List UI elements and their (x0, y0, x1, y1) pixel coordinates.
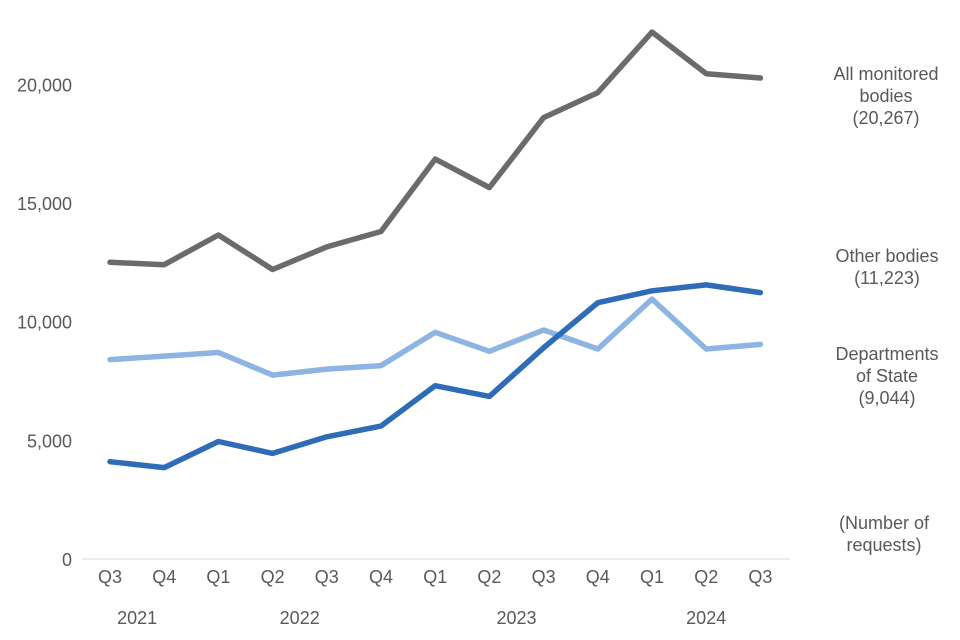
x-tick-label: Q4 (152, 567, 176, 587)
x-tick-label: Q2 (261, 567, 285, 587)
series-label-line: (20,267) (852, 108, 919, 128)
unit-note-text: (Number of requests) (839, 513, 930, 555)
x-tick-label: Q2 (694, 567, 718, 587)
y-tick-label: 15,000 (17, 194, 72, 214)
series-label-line: (11,223) (854, 268, 920, 288)
x-tick-label: Q3 (532, 567, 556, 587)
series-label-line: All monitored (833, 64, 938, 84)
x-tick-label: Q3 (315, 567, 339, 587)
year-label: 2023 (496, 608, 536, 628)
y-tick-label: 20,000 (17, 75, 72, 95)
x-tick-label: Q4 (586, 567, 610, 587)
series-label-line: Other bodies (835, 246, 938, 266)
series-lines (107, 29, 764, 471)
y-tick-label: 10,000 (17, 313, 72, 333)
year-label: 2021 (117, 608, 157, 628)
series-labels: All monitored bodies (20,267)Other bodies(… (833, 64, 938, 408)
x-tick-label: Q2 (477, 567, 501, 587)
x-tick-label: Q3 (98, 567, 122, 587)
year-label: 2024 (686, 608, 726, 628)
series-label-all: All monitored bodies (20,267) (833, 64, 938, 128)
unit-note: (Number of requests) (839, 513, 930, 555)
year-labels: 2021 2022 2023 2024 (117, 608, 726, 628)
series-label-line: bodies (859, 86, 912, 106)
series-label-other: Other bodies (11,223) (835, 246, 938, 288)
series-label-line: of State (856, 366, 918, 386)
series-line-departments (107, 296, 764, 378)
x-tick-label: Q1 (423, 567, 447, 587)
series-label-line: (9,044) (858, 388, 915, 408)
unit-note-line: requests) (846, 535, 921, 555)
y-tick-label: 5,000 (27, 431, 72, 451)
year-label: 2022 (280, 608, 320, 628)
series-line-other (107, 282, 764, 471)
y-tick-label: 0 (62, 550, 72, 570)
series-label-line: Departments (835, 344, 938, 364)
series-label-departments: Departments of State (9,044) (835, 344, 938, 408)
x-tick-label: Q4 (369, 567, 393, 587)
x-tick-label: Q1 (206, 567, 230, 587)
series-line-all (107, 29, 764, 273)
x-axis-ticks: Q3 Q4 Q1 Q2 Q3 Q4 Q1 Q2 Q3 Q4 Q1 Q2 Q3 (98, 567, 772, 587)
unit-note-line: (Number of (839, 513, 930, 533)
y-axis-ticks: 0 5,000 10,000 15,000 20,000 (17, 75, 72, 570)
x-tick-label: Q1 (640, 567, 664, 587)
x-tick-label: Q3 (748, 567, 772, 587)
